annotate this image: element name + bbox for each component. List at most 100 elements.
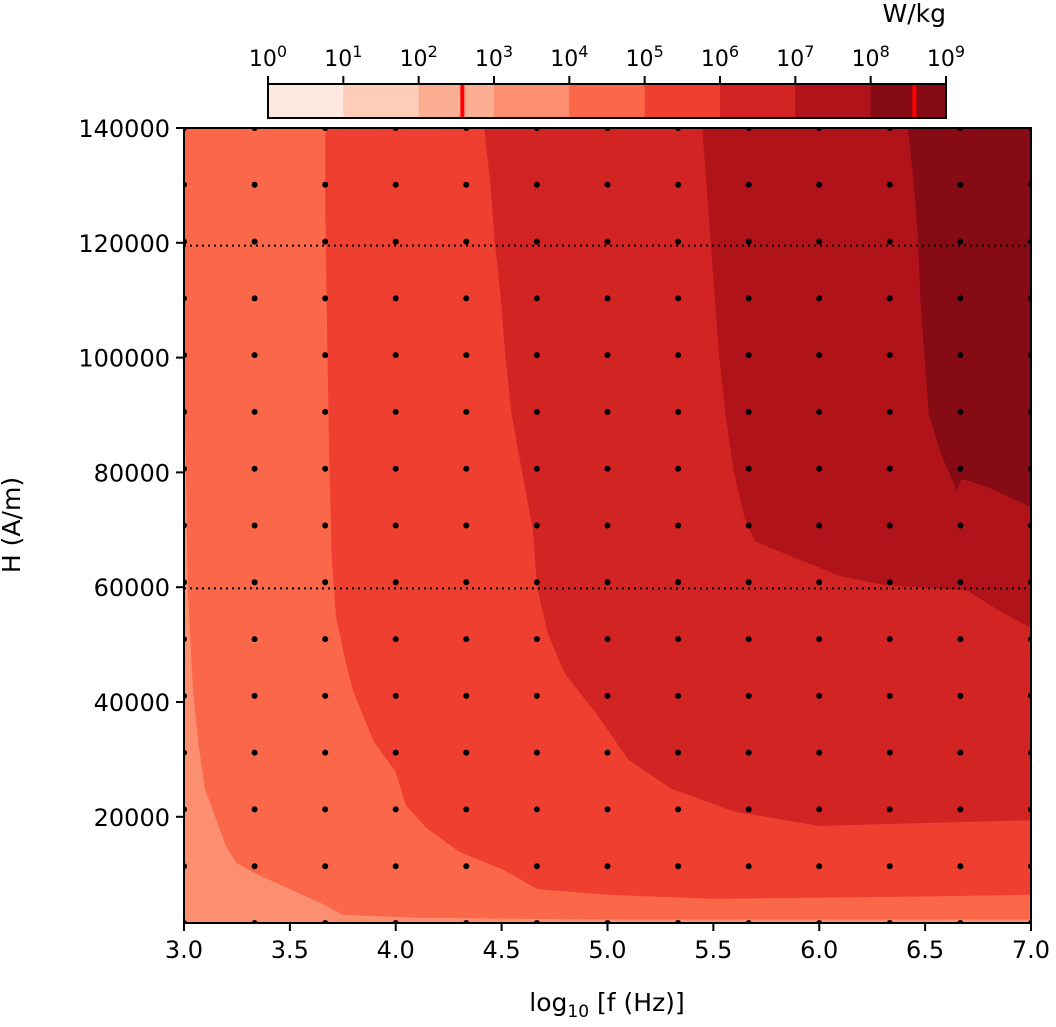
sample-point	[251, 749, 258, 756]
sample-point	[533, 181, 540, 188]
x-tick-label: 5.5	[694, 936, 732, 964]
colorbar-tick-label: 103	[475, 42, 513, 72]
colorbar-tick-label: 106	[701, 42, 739, 72]
sample-point	[322, 579, 329, 586]
colorbar-band	[418, 84, 495, 118]
sample-point	[392, 863, 399, 870]
x-axis-label: log10 [f (Hz)]	[529, 988, 684, 1022]
sample-point	[957, 806, 964, 813]
sample-point	[957, 408, 964, 415]
x-axis-label-subscript: 10	[567, 1002, 589, 1022]
sample-point	[463, 465, 470, 472]
sample-point	[322, 181, 329, 188]
sample-point	[675, 863, 682, 870]
y-tick-label: 120000	[78, 230, 170, 258]
sample-point	[745, 465, 752, 472]
sample-point	[251, 352, 258, 359]
sample-point	[533, 352, 540, 359]
colorbar-tick-label: 105	[626, 42, 664, 72]
sample-point	[392, 238, 399, 245]
sample-point	[816, 295, 823, 302]
x-tick-label: 7.0	[1012, 936, 1050, 964]
sample-point	[392, 408, 399, 415]
sample-point	[886, 238, 893, 245]
sample-point	[463, 636, 470, 643]
y-tick-label: 60000	[94, 574, 170, 602]
y-tick-label: 100000	[78, 345, 170, 373]
sample-point	[957, 522, 964, 529]
sample-point	[322, 863, 329, 870]
sample-point	[392, 692, 399, 699]
colorbar-band	[494, 84, 570, 118]
sample-point	[533, 238, 540, 245]
sample-point	[886, 295, 893, 302]
sample-point	[463, 692, 470, 699]
sample-point	[322, 465, 329, 472]
sample-point	[886, 522, 893, 529]
sample-point	[816, 465, 823, 472]
sample-point	[957, 692, 964, 699]
sample-point	[816, 692, 823, 699]
sample-point	[745, 636, 752, 643]
sample-point	[533, 522, 540, 529]
colorbar: 100 101 102 103 104 105 106 107 108 109 W/kg	[249, 0, 965, 119]
sample-point	[322, 692, 329, 699]
sample-point	[957, 579, 964, 586]
sample-point	[251, 692, 258, 699]
sample-point	[886, 408, 893, 415]
x-tick-label: 6.5	[906, 936, 944, 964]
sample-point	[957, 863, 964, 870]
colorbar-tick-label: 101	[324, 42, 362, 72]
sample-point	[816, 181, 823, 188]
sample-point	[957, 749, 964, 756]
sample-point	[745, 522, 752, 529]
sample-point	[886, 579, 893, 586]
sample-point	[251, 295, 258, 302]
sample-point	[816, 636, 823, 643]
sample-point	[675, 579, 682, 586]
sample-point	[533, 806, 540, 813]
sample-point	[251, 636, 258, 643]
sample-point	[463, 579, 470, 586]
sample-point	[675, 749, 682, 756]
sample-point	[251, 238, 258, 245]
y-tick-label: 140000	[78, 115, 170, 143]
sample-point	[322, 749, 329, 756]
sample-point	[745, 181, 752, 188]
sample-point	[886, 749, 893, 756]
sample-point	[533, 465, 540, 472]
sample-point	[322, 352, 329, 359]
colorbar-unit-label: W/kg	[883, 0, 947, 28]
sample-point	[886, 352, 893, 359]
sample-point	[816, 352, 823, 359]
sample-point	[957, 238, 964, 245]
colorbar-ticks: 100 101 102 103 104 105 106 107 108 109	[249, 42, 965, 84]
sample-point	[675, 636, 682, 643]
sample-point	[322, 408, 329, 415]
sample-point	[392, 806, 399, 813]
colorbar-band	[644, 84, 721, 118]
sample-point	[604, 238, 611, 245]
y-tick-label: 20000	[94, 804, 170, 832]
sample-point	[816, 863, 823, 870]
y-tick-label: 40000	[94, 689, 170, 717]
sample-point	[463, 522, 470, 529]
sample-point	[604, 749, 611, 756]
colorbar-band	[343, 84, 420, 118]
sample-point	[604, 295, 611, 302]
sample-point	[604, 352, 611, 359]
sample-point	[392, 181, 399, 188]
sample-point	[251, 181, 258, 188]
sample-point	[745, 352, 752, 359]
sample-point	[533, 863, 540, 870]
x-tick-label: 5.0	[588, 936, 626, 964]
sample-point	[604, 465, 611, 472]
sample-point	[251, 579, 258, 586]
sample-point	[322, 636, 329, 643]
sample-point	[533, 408, 540, 415]
sample-point	[463, 238, 470, 245]
colorbar-tick-label: 100	[249, 42, 287, 72]
sample-point	[251, 806, 258, 813]
sample-point	[392, 295, 399, 302]
sample-point	[816, 579, 823, 586]
